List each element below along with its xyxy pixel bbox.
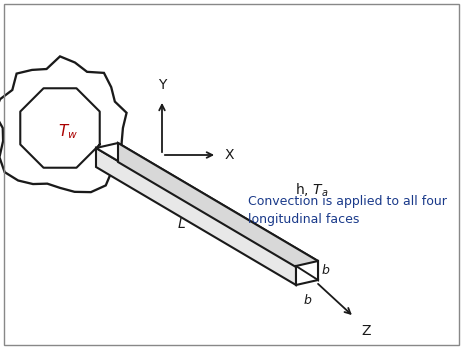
Polygon shape (296, 261, 318, 285)
Text: b: b (303, 295, 311, 307)
Text: $T_w$: $T_w$ (58, 122, 78, 141)
Text: b: b (322, 264, 330, 277)
Text: Convection is applied to all four
longitudinal faces: Convection is applied to all four longit… (248, 195, 447, 226)
Text: Y: Y (158, 78, 166, 92)
Text: X: X (225, 148, 234, 162)
Text: Z: Z (361, 324, 370, 338)
Text: h, $T_a$: h, $T_a$ (295, 181, 328, 199)
Polygon shape (118, 143, 318, 280)
Polygon shape (96, 148, 296, 285)
Polygon shape (96, 143, 318, 266)
Text: L: L (178, 217, 186, 231)
Polygon shape (0, 57, 126, 192)
